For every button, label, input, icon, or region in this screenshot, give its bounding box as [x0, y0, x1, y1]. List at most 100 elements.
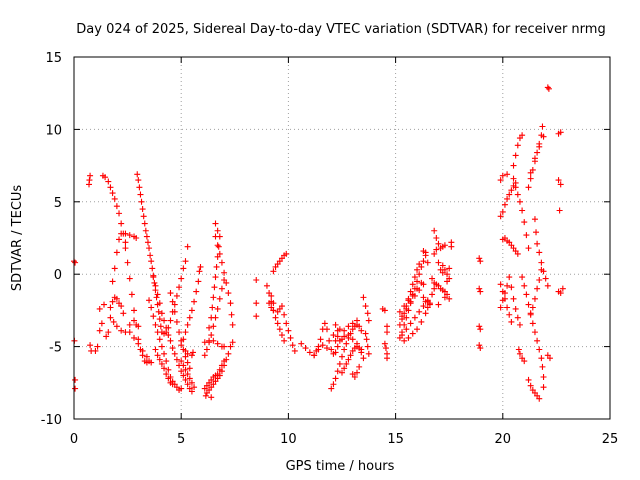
data-point	[411, 274, 418, 281]
data-point	[332, 349, 339, 356]
data-point	[499, 288, 506, 295]
data-point	[169, 381, 176, 388]
data-point	[283, 320, 290, 327]
x-tick-label: 20	[495, 432, 512, 447]
data-point	[512, 152, 519, 159]
data-point	[435, 259, 442, 266]
data-point	[544, 352, 551, 359]
data-point	[156, 356, 163, 363]
data-point	[536, 249, 543, 256]
data-point	[148, 304, 155, 311]
data-point	[178, 275, 185, 282]
data-point	[216, 250, 223, 257]
data-point	[508, 187, 515, 194]
data-point	[163, 371, 170, 378]
data-point	[556, 207, 563, 214]
data-point	[365, 317, 372, 324]
data-point	[499, 208, 506, 215]
data-point	[272, 314, 279, 321]
data-points	[71, 84, 566, 402]
data-point	[87, 172, 94, 179]
data-point	[107, 304, 114, 311]
data-point	[152, 346, 159, 353]
data-point	[504, 195, 511, 202]
data-point	[135, 177, 142, 184]
data-point	[210, 323, 217, 330]
data-point	[201, 339, 208, 346]
data-point	[501, 295, 508, 302]
data-point	[441, 242, 448, 249]
data-point	[143, 353, 150, 360]
data-point	[538, 266, 545, 273]
data-point	[209, 304, 216, 311]
data-point	[341, 365, 348, 372]
data-point	[315, 343, 322, 350]
data-point	[439, 262, 446, 269]
data-point	[527, 175, 534, 182]
data-point	[184, 359, 191, 366]
data-point	[276, 326, 283, 333]
data-point	[211, 284, 218, 291]
data-point	[214, 227, 221, 234]
data-point	[414, 266, 421, 273]
data-point	[186, 365, 193, 372]
data-point	[110, 318, 117, 325]
data-point	[165, 332, 172, 339]
data-point	[477, 345, 484, 352]
data-point	[416, 271, 423, 278]
data-point	[531, 216, 538, 223]
data-point	[384, 329, 391, 336]
data-point	[409, 330, 416, 337]
data-point	[510, 175, 517, 182]
data-point	[446, 265, 453, 272]
data-point	[531, 155, 538, 162]
data-point	[424, 259, 431, 266]
data-point	[476, 285, 483, 292]
data-point	[411, 292, 418, 299]
data-point	[420, 294, 427, 301]
data-point	[343, 360, 350, 367]
data-point	[105, 178, 112, 185]
data-point	[146, 245, 153, 252]
data-point	[270, 300, 277, 307]
data-point	[116, 236, 123, 243]
data-point	[536, 276, 543, 283]
y-tick-label: -10	[41, 413, 62, 428]
data-point	[364, 343, 371, 350]
data-point	[96, 305, 103, 312]
data-point	[516, 198, 523, 205]
data-point	[101, 301, 108, 308]
data-point	[345, 356, 352, 363]
data-point	[476, 323, 483, 330]
data-point	[420, 281, 427, 288]
data-point	[118, 303, 125, 310]
x-tick-label: 15	[387, 432, 404, 447]
data-point	[193, 288, 200, 295]
data-point	[531, 329, 538, 336]
data-point	[426, 301, 433, 308]
y-tick-label: 0	[54, 268, 62, 283]
data-point	[403, 305, 410, 312]
data-point	[519, 132, 526, 139]
data-point	[184, 381, 191, 388]
data-point	[358, 346, 365, 353]
data-point	[131, 334, 138, 341]
data-point	[191, 298, 198, 305]
data-point	[157, 323, 164, 330]
data-point	[253, 313, 260, 320]
data-point	[212, 233, 219, 240]
data-point	[142, 227, 149, 234]
data-point	[330, 381, 337, 388]
data-point	[210, 337, 217, 344]
data-point	[156, 300, 163, 307]
data-point	[332, 337, 339, 344]
data-point	[534, 240, 541, 247]
data-point	[476, 342, 483, 349]
data-point	[173, 356, 180, 363]
data-point	[414, 278, 421, 285]
data-point	[429, 275, 436, 282]
data-point	[195, 278, 202, 285]
data-point	[540, 374, 547, 381]
data-point	[215, 243, 222, 250]
